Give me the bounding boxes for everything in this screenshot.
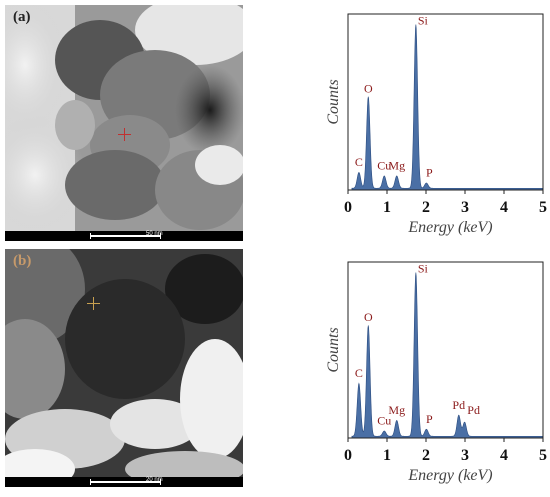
- micrograph-b-image: [5, 249, 243, 487]
- spectrum-b-peak-label: Si: [418, 261, 429, 275]
- crosshair-a: [118, 128, 131, 141]
- spectrum-b-xtick-label: 2: [422, 447, 430, 464]
- spectrum-a-xtick-label: 1: [383, 199, 391, 216]
- spectrum-a-xtick-label: 5: [539, 199, 547, 216]
- panel-label-b: (b): [13, 253, 32, 269]
- spectrum-b-xtick-label: 4: [500, 447, 508, 464]
- micrograph-a-image: [5, 5, 243, 241]
- spectrum-b-xtick-label: 0: [344, 447, 352, 464]
- scale-bar-a: 50 nm: [5, 231, 243, 241]
- spectrum-b-xtick-label: 5: [539, 447, 547, 464]
- scale-bar-b: 20 nm: [5, 477, 243, 487]
- spectrum-a-peak-label: P: [426, 166, 433, 180]
- spectrum-b-frame: [347, 261, 544, 439]
- spectrum-a-frame: [347, 13, 544, 191]
- spectrum-a-xlabel: Energy (keV): [407, 219, 492, 236]
- spectrum-b-peak-label: P: [426, 412, 433, 426]
- spectrum-a-xtick-label: 0: [344, 199, 352, 216]
- panel-label-a: (a): [13, 9, 31, 25]
- spectrum-b-ylabel: Counts: [325, 327, 342, 372]
- spectrum-b-peak-label: O: [364, 310, 373, 324]
- scale-bar-label-b: 20 nm: [146, 477, 163, 483]
- micrograph-a: (a) 50 nm: [5, 5, 243, 241]
- spectrum-b-peak-label: Cu: [377, 414, 391, 428]
- spectrum-a-peak-label: O: [364, 81, 373, 95]
- spectrum-b-xlabel: Energy (keV): [407, 467, 492, 484]
- spectrum-a-peak-label: C: [355, 155, 363, 169]
- spectrum-b-peak-label: Pd: [452, 398, 465, 412]
- eds-spectrum-a: 0 1 2 3 4 5 Energy (keV) Counts C O Cu Mg Si P: [318, 0, 550, 244]
- scale-bar-label-a: 50 nm: [146, 231, 163, 237]
- spectrum-a-peak-label: Si: [418, 13, 429, 27]
- spectrum-b-trace: [351, 272, 544, 439]
- spectrum-b-xtick-label: 3: [461, 447, 469, 464]
- spectrum-a-peak-label: Mg: [388, 159, 405, 173]
- spectrum-a-xtick-label: 3: [461, 199, 469, 216]
- crosshair-b: [87, 297, 100, 310]
- spectrum-a-xtick-label: 4: [500, 199, 508, 216]
- spectrum-b-xtick-label: 1: [383, 447, 391, 464]
- micrograph-b: (b) 20 nm: [5, 249, 243, 487]
- spectrum-b-peak-label: Mg: [388, 403, 405, 417]
- spectrum-a-peak-label: Cu: [377, 159, 391, 173]
- spectrum-a-ylabel: Counts: [325, 79, 342, 124]
- spectrum-a-xtick-label: 2: [422, 199, 430, 216]
- eds-spectrum-b: 0 1 2 3 4 5 Energy (keV) Counts C O Cu Mg Si P Pd Pd: [318, 248, 550, 492]
- spectrum-a-trace: [351, 24, 544, 191]
- spectrum-b-peak-label: C: [355, 366, 363, 380]
- spectrum-b-peak-label: Pd: [467, 403, 480, 417]
